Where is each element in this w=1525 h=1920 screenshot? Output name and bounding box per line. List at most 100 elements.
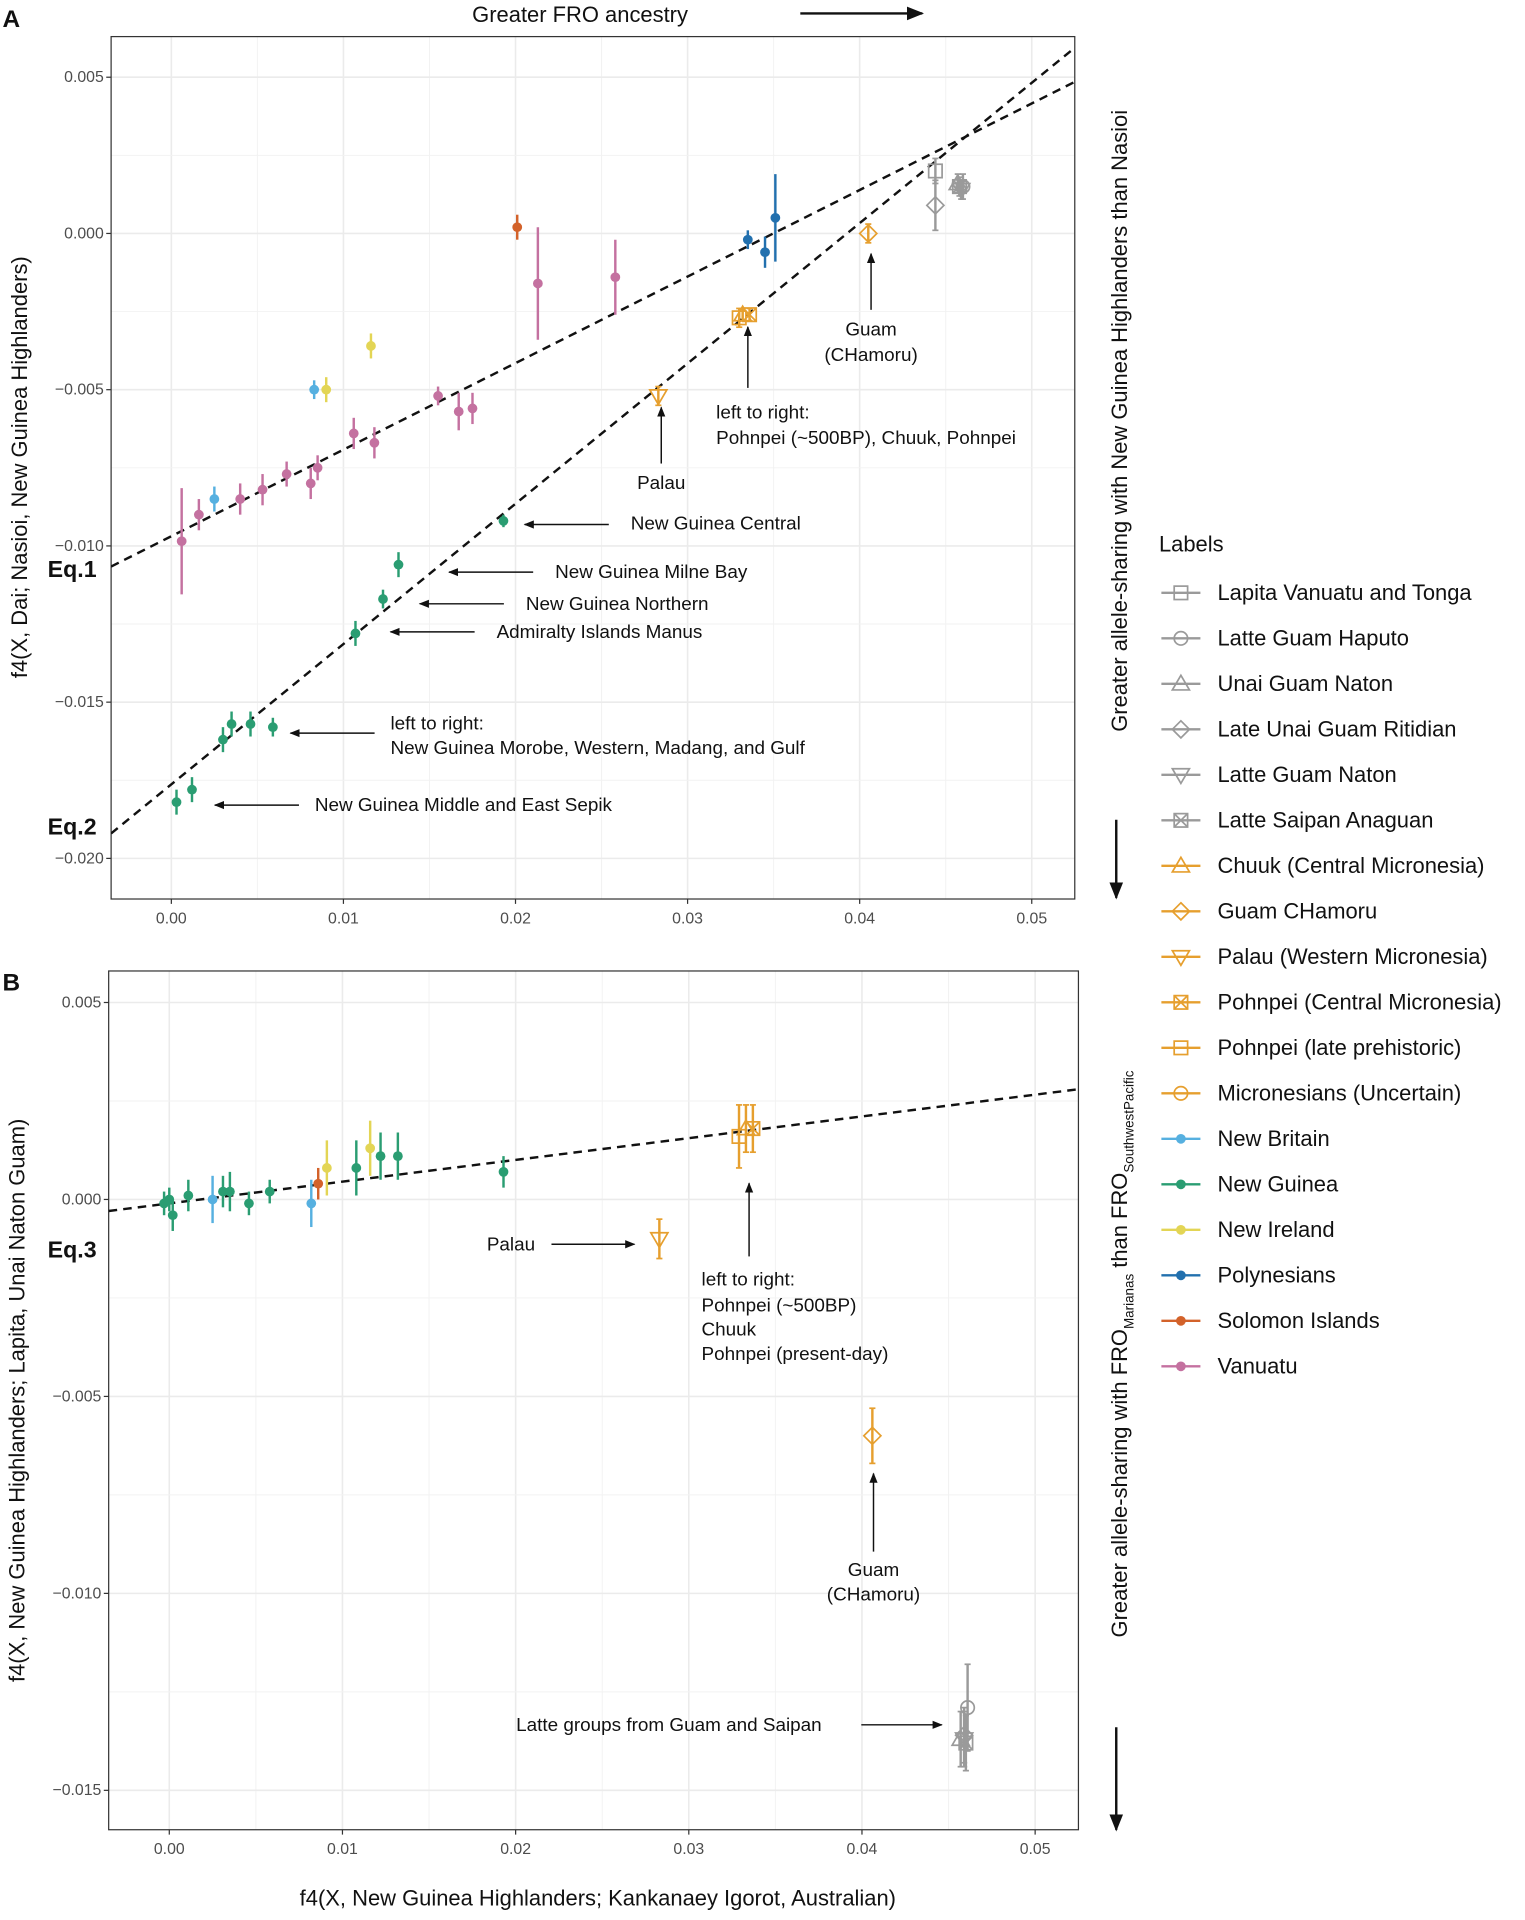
- legend-key-crossbox-icon: [1173, 994, 1189, 1010]
- point-marker: [306, 1198, 317, 1209]
- point-marker: [745, 1120, 761, 1137]
- point-marker: [498, 516, 509, 526]
- point-marker: [235, 494, 246, 504]
- data-point: [312, 455, 323, 481]
- data-point: [731, 1104, 747, 1169]
- annotation-text: left to right:: [716, 402, 809, 423]
- panel-a-label: A: [3, 6, 21, 33]
- y-tick-label: −0.005: [55, 382, 104, 399]
- annotation-text: Latte groups from Guam and Saipan: [516, 1715, 822, 1736]
- point-marker: [498, 1167, 509, 1177]
- data-point: [244, 1191, 254, 1216]
- legend-label: Guam CHamoru: [1217, 899, 1377, 924]
- legend-item: Micronesians (Uncertain): [1161, 1081, 1461, 1106]
- data-point: [281, 461, 292, 487]
- y-tick-label: 0.005: [64, 69, 104, 86]
- point-marker: [167, 1210, 178, 1221]
- data-point: [742, 230, 753, 250]
- legend-item: Polynesians: [1161, 1263, 1336, 1288]
- annotation-text: New Guinea Middle and East Sepik: [315, 795, 613, 816]
- point-marker: [365, 1143, 376, 1154]
- data-point: [532, 227, 543, 340]
- plot-border: [108, 970, 1080, 1831]
- legend-key-square-icon: [1173, 1040, 1189, 1056]
- data-point: [858, 223, 879, 244]
- legend-key-crossbox-icon: [1173, 812, 1189, 828]
- legend-key-crossbox-icon: [1173, 995, 1189, 1010]
- annotation-text: (CHamoru): [824, 345, 917, 366]
- x-tick-label: 0.03: [672, 910, 703, 927]
- legend-label: Chuuk (Central Micronesia): [1217, 853, 1484, 878]
- legend-label: Micronesians (Uncertain): [1217, 1081, 1461, 1106]
- point-marker: [187, 784, 197, 795]
- legend-label: Polynesians: [1217, 1263, 1335, 1288]
- legend-key-square-icon: [1173, 585, 1189, 601]
- legend-item: Solomon Islands: [1161, 1308, 1380, 1333]
- data-point: [649, 1218, 670, 1260]
- data-point: [313, 1167, 324, 1200]
- point-marker: [281, 469, 292, 479]
- data-point: [453, 392, 464, 431]
- point-marker: [392, 1151, 403, 1162]
- data-point: [226, 711, 237, 737]
- annotation-text: left to right:: [390, 713, 483, 734]
- x-tick-label: 0.05: [1020, 1841, 1051, 1858]
- data-point: [745, 1104, 761, 1154]
- annotation-text: left to right:: [702, 1270, 795, 1291]
- data-point: [951, 176, 968, 197]
- data-point: [176, 488, 187, 595]
- fit-label: Eq.3: [48, 1237, 97, 1263]
- legend-item: Late Unai Guam Ritidian: [1161, 717, 1456, 742]
- point-marker: [369, 437, 380, 448]
- data-point: [498, 1156, 509, 1188]
- data-point: [183, 1179, 194, 1212]
- x-axis-title: f4(X, New Guinea Highlanders; Kankanaey …: [300, 1885, 896, 1910]
- annotation-text: Chuuk: [702, 1320, 757, 1341]
- point-marker: [742, 307, 757, 323]
- point-marker: [433, 391, 443, 401]
- x-tick-label: 0.02: [500, 1841, 531, 1858]
- fit-line-eq2: [111, 46, 1075, 835]
- point-marker: [321, 384, 332, 395]
- x-tick-label: 0.04: [844, 910, 875, 927]
- point-marker: [467, 403, 478, 414]
- x-tick-label: 0.01: [327, 1841, 358, 1858]
- plot-border: [110, 35, 1076, 900]
- point-marker: [375, 1151, 386, 1162]
- x-tick-label: 0.00: [156, 910, 187, 927]
- data-point: [954, 1706, 974, 1764]
- data-point: [350, 620, 361, 646]
- annotation-text: Pohnpei (~500BP): [702, 1295, 857, 1316]
- data-point: [305, 467, 316, 500]
- data-point: [365, 1120, 376, 1176]
- data-point: [306, 1179, 317, 1228]
- data-point: [193, 499, 204, 531]
- data-point: [245, 711, 256, 737]
- point-marker: [862, 1426, 883, 1446]
- data-point: [218, 1175, 228, 1208]
- annotation-text: Guam: [848, 1560, 899, 1581]
- legend-label: New Britain: [1217, 1126, 1329, 1151]
- data-point: [369, 427, 380, 459]
- point-marker: [453, 406, 464, 417]
- data-point: [257, 474, 268, 506]
- data-point: [925, 179, 946, 232]
- legend-item: Lapita Vanuatu and Tonga: [1161, 580, 1472, 605]
- x-tick-label: 0.04: [847, 1841, 878, 1858]
- point-marker: [226, 719, 237, 729]
- point-marker: [218, 734, 228, 745]
- legend-title: Labels: [1159, 531, 1224, 556]
- point-marker: [350, 628, 361, 639]
- y-tick-label: 0.000: [64, 225, 104, 242]
- y-tick-label: 0.005: [62, 994, 102, 1011]
- legend-key-circle-icon: [1173, 1085, 1189, 1101]
- point-marker: [512, 222, 523, 233]
- y-tick-label: −0.015: [52, 1782, 101, 1799]
- data-point: [498, 514, 509, 528]
- point-marker: [209, 494, 220, 504]
- annotation-text: Palau: [637, 473, 685, 494]
- point-marker: [649, 1231, 670, 1250]
- legend-label: Unai Guam Naton: [1217, 671, 1393, 696]
- panel-b-label: B: [3, 969, 21, 996]
- data-point: [366, 333, 376, 359]
